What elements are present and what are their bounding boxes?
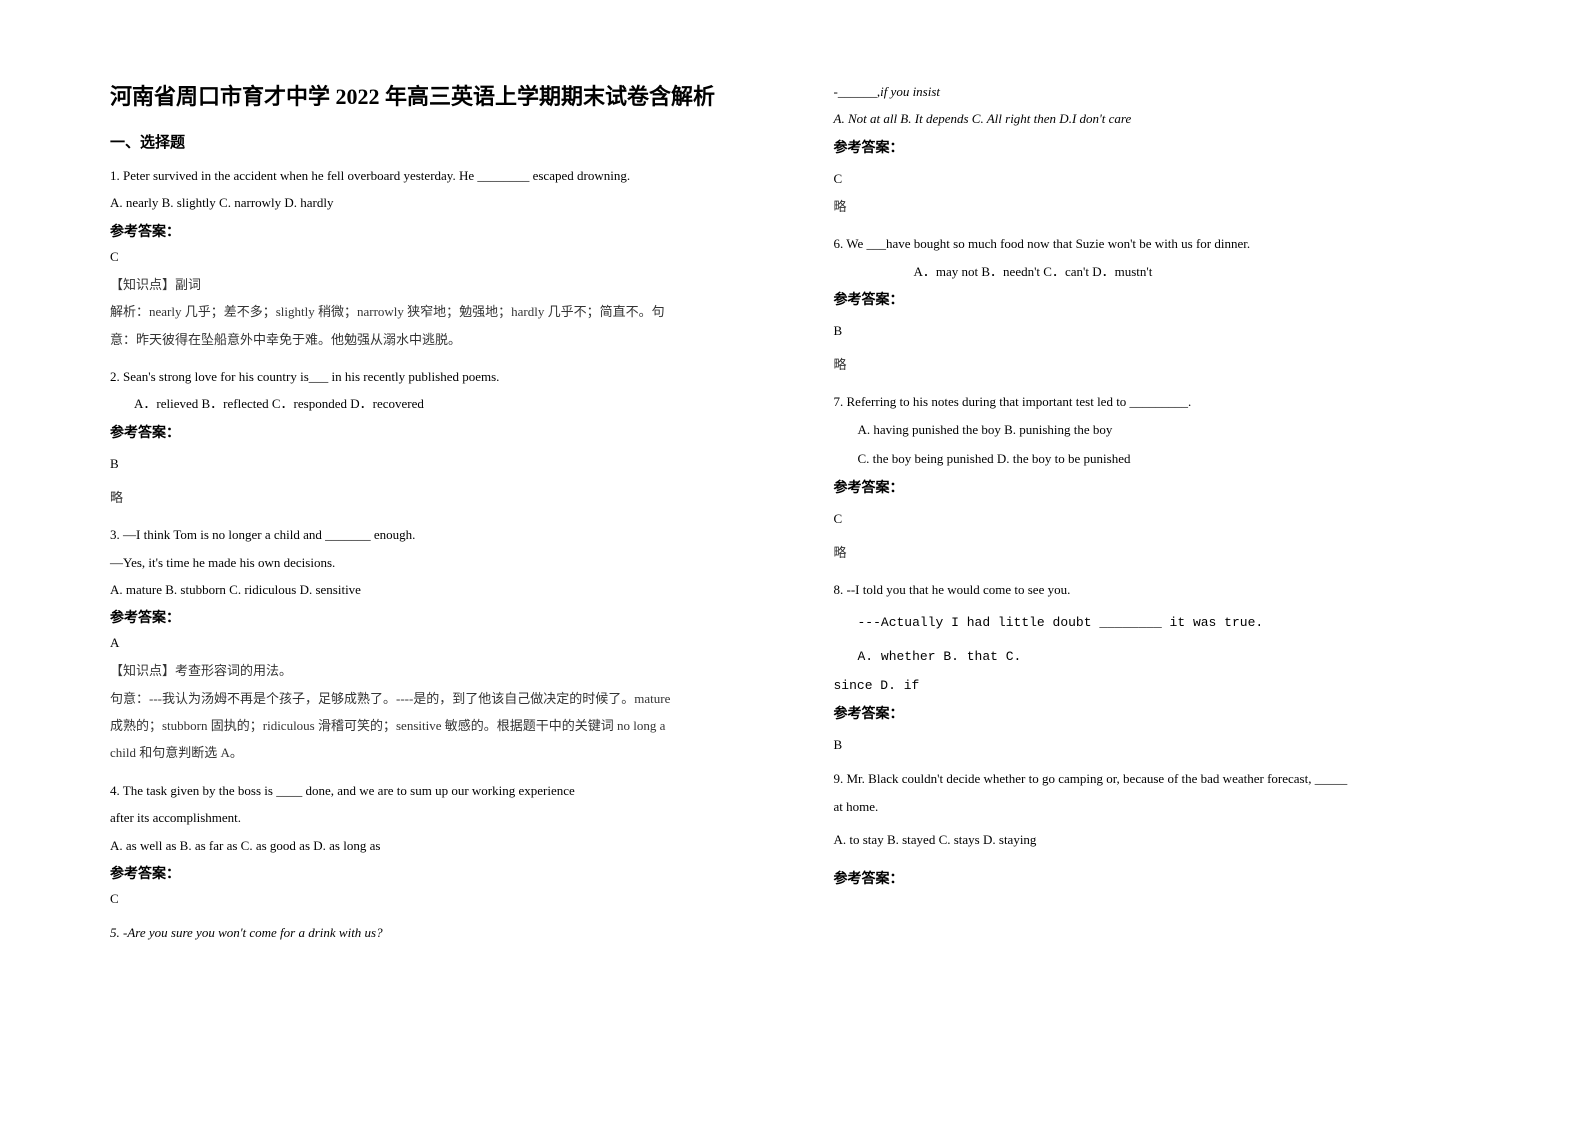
q7-text: 7. Referring to his notes during that im… — [834, 390, 1478, 413]
q1-answer: C — [110, 249, 754, 265]
q4-text: 4. The task given by the boss is ____ do… — [110, 779, 754, 802]
question-9: 9. Mr. Black couldn't decide whether to … — [834, 767, 1478, 887]
q7-opt-ab: A. having punished the boy B. punishing … — [834, 418, 1478, 441]
question-5b: -______,if you insist A. Not at all B. I… — [834, 80, 1478, 218]
q3-note2: 成熟的；stubborn 固执的；ridiculous 滑稽可笑的；sensit… — [110, 714, 754, 737]
q5-text: 5. -Are you sure you won't come for a dr… — [110, 921, 754, 944]
q3-note1: 句意：---我认为汤姆不再是个孩子，足够成熟了。----是的，到了他该自己做决定… — [110, 687, 754, 710]
q6-answer: B — [834, 323, 1478, 339]
q2-answer: B — [110, 456, 754, 472]
q9-text2: at home. — [834, 795, 1478, 818]
q6-note: 略 — [834, 353, 1478, 376]
q5b-answer-label: 参考答案： — [834, 137, 1478, 157]
q3-options: A. mature B. stubborn C. ridiculous D. s… — [110, 578, 754, 601]
q1-note1: 解析：nearly 几乎；差不多；slightly 稍微；narrowly 狭窄… — [110, 300, 754, 323]
q7-note: 略 — [834, 541, 1478, 564]
q5b-note: 略 — [834, 195, 1478, 218]
q6-answer-label: 参考答案： — [834, 289, 1478, 309]
q3-text: 3. —I think Tom is no longer a child and… — [110, 523, 754, 546]
q6-text: 6. We ___have bought so much food now th… — [834, 232, 1478, 255]
q9-options: A. to stay B. stayed C. stays D. staying — [834, 828, 1478, 851]
q8-answer-label: 参考答案： — [834, 703, 1478, 723]
question-4: 4. The task given by the boss is ____ do… — [110, 779, 754, 907]
q3-note3: child 和句意判断选 A。 — [110, 741, 754, 764]
q3-answer-label: 参考答案： — [110, 607, 754, 627]
question-3: 3. —I think Tom is no longer a child and… — [110, 523, 754, 765]
question-5a: 5. -Are you sure you won't come for a dr… — [110, 921, 754, 944]
q3-answer: A — [110, 635, 754, 651]
question-7: 7. Referring to his notes during that im… — [834, 390, 1478, 564]
q1-options: A. nearly B. slightly C. narrowly D. har… — [110, 191, 754, 214]
q1-note2: 意：昨天彼得在坠船意外中幸免于难。他勉强从溺水中逃脱。 — [110, 328, 754, 351]
q7-opt-cd: C. the boy being punished D. the boy to … — [834, 447, 1478, 470]
q2-text: 2. Sean's strong love for his country is… — [110, 365, 754, 388]
q4-text2: after its accomplishment. — [110, 806, 754, 829]
q9-answer-label: 参考答案： — [834, 868, 1478, 888]
q2-note: 略 — [110, 486, 754, 509]
right-column: -______,if you insist A. Not at all B. I… — [794, 80, 1498, 1082]
q3-note-label: 【知识点】考查形容词的用法。 — [110, 659, 754, 682]
left-column: 河南省周口市育才中学 2022 年高三英语上学期期末试卷含解析 一、选择题 1.… — [90, 80, 794, 1082]
q5b-text: -______,if you insist — [834, 80, 1478, 103]
q5b-answer: C — [834, 171, 1478, 187]
question-6: 6. We ___have bought so much food now th… — [834, 232, 1478, 376]
q5b-options: A. Not at all B. It depends C. All right… — [834, 107, 1478, 130]
q2-options: A．relieved B．reflected C．responded D．rec… — [110, 392, 754, 415]
q8-opt-d: since D. if — [834, 674, 1478, 697]
question-8: 8. --I told you that he would come to se… — [834, 578, 1478, 754]
q8-text: 8. --I told you that he would come to se… — [834, 578, 1478, 601]
q4-answer-label: 参考答案： — [110, 863, 754, 883]
q4-answer: C — [110, 891, 754, 907]
section-header: 一、选择题 — [110, 131, 754, 152]
q9-text: 9. Mr. Black couldn't decide whether to … — [834, 767, 1478, 790]
q8-opt-abc: A. whether B. that C. — [834, 645, 1478, 668]
document-title: 河南省周口市育才中学 2022 年高三英语上学期期末试卷含解析 — [110, 80, 754, 113]
q7-answer: C — [834, 511, 1478, 527]
question-1: 1. Peter survived in the accident when h… — [110, 164, 754, 351]
q4-options: A. as well as B. as far as C. as good as… — [110, 834, 754, 857]
q6-options: A．may not B．needn't C．can't D．mustn't — [834, 260, 1478, 283]
q2-answer-label: 参考答案： — [110, 422, 754, 442]
q1-note-label: 【知识点】副词 — [110, 273, 754, 296]
q3-text2: —Yes, it's time he made his own decision… — [110, 551, 754, 574]
q7-answer-label: 参考答案： — [834, 477, 1478, 497]
q1-answer-label: 参考答案： — [110, 221, 754, 241]
q8-answer: B — [834, 737, 1478, 753]
question-2: 2. Sean's strong love for his country is… — [110, 365, 754, 509]
q8-text2: ---Actually I had little doubt ________ … — [834, 611, 1478, 634]
q1-text: 1. Peter survived in the accident when h… — [110, 164, 754, 187]
